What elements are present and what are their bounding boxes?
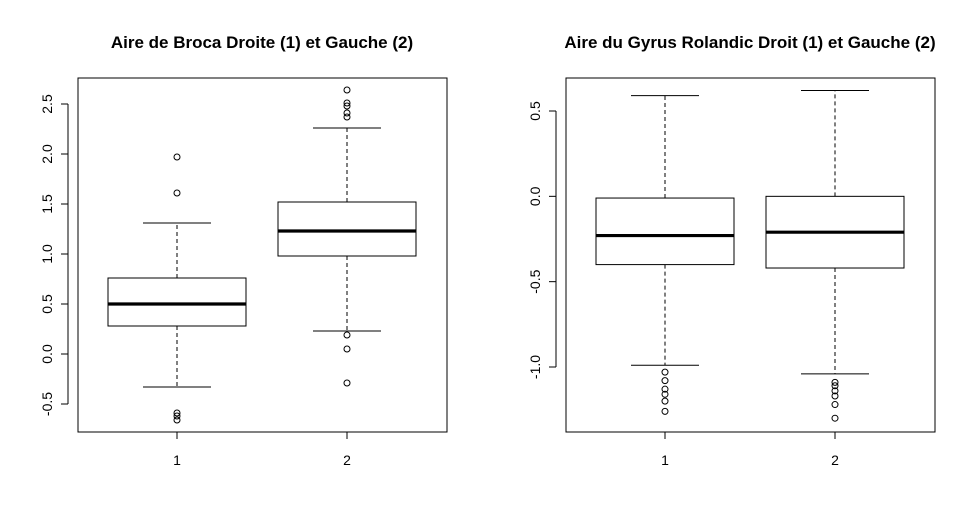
x-tick-label: 1 [173,452,181,468]
y-tick-label: 2.5 [39,94,55,114]
box-iqr [107,277,247,327]
outlier-point [831,392,839,400]
y-tick-label: -0.5 [39,392,55,416]
y-tick-label: 0.5 [39,294,55,314]
outlier-point [661,368,669,376]
y-tick-label: 1.5 [39,194,55,214]
outlier-point [661,377,669,385]
chart-title-right: Aire du Gyrus Rolandic Droit (1) et Gauc… [564,33,935,52]
outlier-point [831,401,839,409]
chart-title-left: Aire de Broca Droite (1) et Gauche (2) [111,33,413,52]
outlier-point [831,378,839,386]
outlier-point [173,412,181,420]
outlier-point [343,102,351,110]
y-tick-label: -0.5 [527,269,543,293]
outlier-point [343,379,351,387]
outlier-point [661,397,669,405]
x-tick-label: 2 [831,452,839,468]
y-tick-label: 2.0 [39,144,55,164]
box-iqr [595,197,735,266]
outlier-point [173,416,181,424]
outlier-point [661,407,669,415]
y-tick-label: 0.0 [527,186,543,206]
y-tick-label: 0.5 [527,101,543,121]
outlier-point [831,414,839,422]
x-tick-label: 2 [343,452,351,468]
outlier-point [343,345,351,353]
outlier-point [343,109,351,117]
outlier-point [173,153,181,161]
outlier-point [343,113,351,121]
outlier-point [343,331,351,339]
outlier-point [343,86,351,94]
box-iqr [277,201,417,257]
outlier-point [831,387,839,395]
outlier-point [661,385,669,393]
outlier-point [831,382,839,390]
outlier-point [173,189,181,197]
outlier-point [343,99,351,107]
y-tick-label: 0.0 [39,344,55,364]
x-tick-label: 1 [661,452,669,468]
outlier-point [173,409,181,417]
outlier-point [661,390,669,398]
y-tick-label: -1.0 [527,355,543,379]
y-tick-label: 1.0 [39,244,55,264]
